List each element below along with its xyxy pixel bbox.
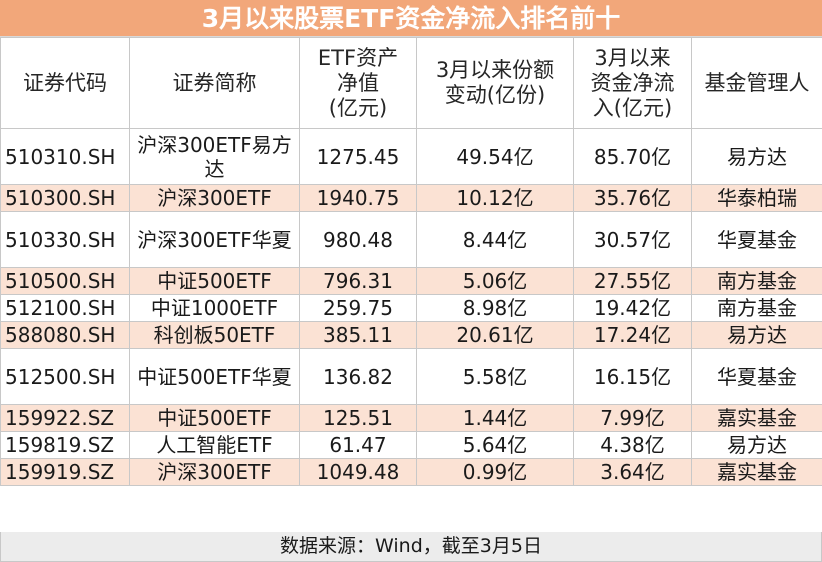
data-source-footer: 数据来源：Wind，截至3月5日 [0, 532, 822, 562]
cell-nav: 1940.75 [299, 184, 417, 212]
cell-manager: 嘉实基金 [691, 404, 822, 432]
cell-share-change: 5.06亿 [416, 267, 574, 295]
cell-net-inflow: 3.64亿 [573, 458, 692, 486]
cell-code: 159919.SZ [0, 458, 130, 486]
table-row: 159819.SZ 人工智能ETF 61.47 5.64亿 4.38亿 易方达 [0, 431, 822, 459]
cell-nav: 1049.48 [299, 458, 417, 486]
cell-net-inflow: 7.99亿 [573, 404, 692, 432]
cell-nav: 980.48 [299, 211, 417, 268]
cell-share-change: 20.61亿 [416, 321, 574, 349]
cell-name: 中证500ETF [129, 404, 300, 432]
header-net-inflow: 3月以来 资金净流 入(亿元) [573, 37, 692, 129]
cell-share-change: 8.98亿 [416, 294, 574, 322]
table-row: 510330.SH 沪深300ETF华夏 980.48 8.44亿 30.57亿… [0, 211, 822, 268]
header-row: 证券代码 证券简称 ETF资产 净值 (亿元) 3月以来份额 变动(亿份) 3月以来资… [0, 37, 822, 129]
cell-code: 510500.SH [0, 267, 130, 295]
cell-share-change: 8.44亿 [416, 211, 574, 268]
table-row: 588080.SH 科创板50ETF 385.11 20.61亿 17.24亿 … [0, 321, 822, 349]
table-row: 510310.SH 沪深300ETF易方达 1275.45 49.54亿 85.… [0, 128, 822, 185]
cell-manager: 易方达 [691, 321, 822, 349]
cell-name: 中证1000ETF [129, 294, 300, 322]
header-name: 证券简称 [129, 37, 300, 129]
cell-manager: 易方达 [691, 128, 822, 185]
cell-net-inflow: 17.24亿 [573, 321, 692, 349]
cell-nav: 1275.45 [299, 128, 417, 185]
cell-code: 510330.SH [0, 211, 130, 268]
cell-share-change: 1.44亿 [416, 404, 574, 432]
cell-manager: 华夏基金 [691, 348, 822, 405]
table-row: 510300.SH 沪深300ETF 1940.75 10.12亿 35.76亿… [0, 184, 822, 212]
cell-net-inflow: 27.55亿 [573, 267, 692, 295]
cell-net-inflow: 30.57亿 [573, 211, 692, 268]
cell-name: 科创板50ETF [129, 321, 300, 349]
cell-net-inflow: 85.70亿 [573, 128, 692, 185]
cell-name: 中证500ETF华夏 [129, 348, 300, 405]
header-code: 证券代码 [0, 37, 130, 129]
cell-share-change: 0.99亿 [416, 458, 574, 486]
cell-manager: 嘉实基金 [691, 458, 822, 486]
cell-code: 159819.SZ [0, 431, 130, 459]
cell-manager: 华夏基金 [691, 211, 822, 268]
cell-manager: 南方基金 [691, 267, 822, 295]
cell-nav: 796.31 [299, 267, 417, 295]
cell-manager: 华泰柏瑞 [691, 184, 822, 212]
cell-name: 沪深300ETF [129, 458, 300, 486]
cell-code: 512100.SH [0, 294, 130, 322]
cell-code: 159922.SZ [0, 404, 130, 432]
table-row: 512100.SH 中证1000ETF 259.75 8.98亿 19.42亿 … [0, 294, 822, 322]
cell-net-inflow: 35.76亿 [573, 184, 692, 212]
cell-net-inflow: 4.38亿 [573, 431, 692, 459]
cell-share-change: 5.64亿 [416, 431, 574, 459]
cell-nav: 125.51 [299, 404, 417, 432]
cell-code: 588080.SH [0, 321, 130, 349]
table-row: 159922.SZ 中证500ETF 125.51 1.44亿 7.99亿 嘉实… [0, 404, 822, 432]
cell-share-change: 49.54亿 [416, 128, 574, 185]
header-manager: 基金管理人 [691, 37, 822, 129]
etf-ranking-table: 证券代码 证券简称 ETF资产 净值 (亿元) 3月以来份额 变动(亿份) 3月以来资… [0, 37, 822, 486]
cell-code: 510300.SH [0, 184, 130, 212]
cell-name: 沪深300ETF华夏 [129, 211, 300, 268]
cell-name: 人工智能ETF [129, 431, 300, 459]
cell-nav: 61.47 [299, 431, 417, 459]
cell-name: 中证500ETF [129, 267, 300, 295]
header-nav: ETF资产 净值 (亿元) [299, 37, 417, 129]
cell-share-change: 10.12亿 [416, 184, 574, 212]
cell-name: 沪深300ETF [129, 184, 300, 212]
cell-nav: 136.82 [299, 348, 417, 405]
cell-manager: 南方基金 [691, 294, 822, 322]
table-row: 510500.SH 中证500ETF 796.31 5.06亿 27.55亿 南… [0, 267, 822, 295]
cell-nav: 385.11 [299, 321, 417, 349]
cell-manager: 易方达 [691, 431, 822, 459]
cell-net-inflow: 16.15亿 [573, 348, 692, 405]
cell-nav: 259.75 [299, 294, 417, 322]
table-title: 3月以来股票ETF资金净流入排名前十 [0, 0, 822, 37]
cell-code: 510310.SH [0, 128, 130, 185]
cell-name: 沪深300ETF易方达 [129, 128, 300, 185]
table-row: 159919.SZ 沪深300ETF 1049.48 0.99亿 3.64亿 嘉… [0, 458, 822, 486]
cell-net-inflow: 19.42亿 [573, 294, 692, 322]
header-share-change: 3月以来份额 变动(亿份) [416, 37, 574, 129]
table-row: 512500.SH 中证500ETF华夏 136.82 5.58亿 16.15亿… [0, 348, 822, 405]
cell-code: 512500.SH [0, 348, 130, 405]
cell-share-change: 5.58亿 [416, 348, 574, 405]
